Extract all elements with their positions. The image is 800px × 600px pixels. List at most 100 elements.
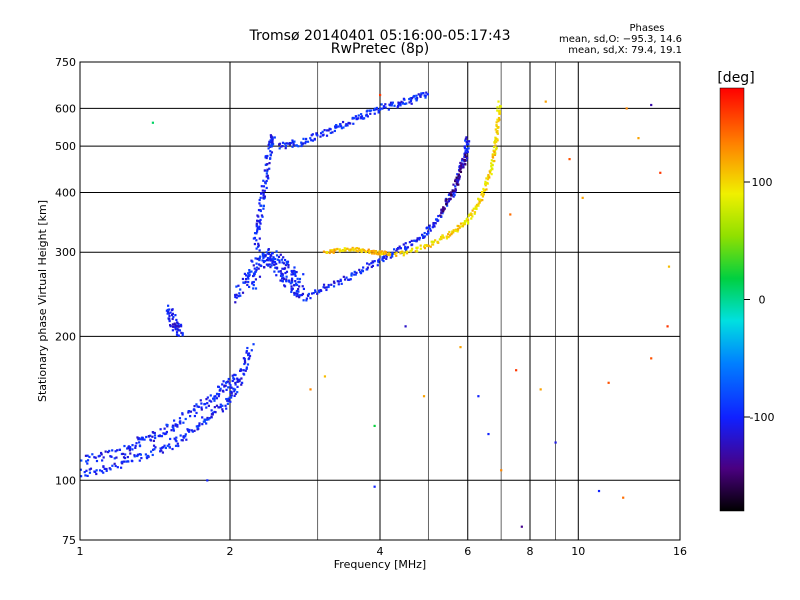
data-point (111, 464, 114, 467)
data-point (419, 244, 422, 247)
data-point (290, 287, 293, 290)
data-point (421, 234, 424, 238)
data-point (380, 103, 383, 106)
data-point (105, 467, 108, 471)
data-point (266, 257, 270, 260)
data-point (205, 418, 208, 421)
data-point (416, 250, 419, 253)
data-point (404, 249, 408, 252)
data-point (273, 260, 277, 264)
data-point (440, 211, 443, 215)
y-tick-label: 75 (62, 534, 76, 547)
data-point (248, 271, 251, 274)
data-point (395, 254, 398, 257)
data-point (411, 243, 414, 246)
data-point (253, 236, 257, 240)
data-point (284, 147, 287, 150)
data-point (363, 117, 366, 120)
data-point (352, 122, 355, 125)
data-point (325, 134, 329, 137)
data-point (434, 239, 437, 242)
data-point (399, 247, 403, 250)
data-point (178, 420, 181, 424)
data-point (463, 220, 466, 223)
data-point (127, 447, 130, 450)
data-point (454, 189, 457, 192)
data-point (353, 270, 356, 273)
data-point (393, 104, 396, 107)
data-point (402, 251, 405, 254)
data-point (387, 252, 390, 255)
data-point (415, 99, 418, 102)
data-point (340, 282, 343, 285)
data-point (442, 206, 445, 209)
data-point (218, 393, 221, 396)
data-point (245, 351, 248, 354)
data-point (410, 239, 413, 242)
colorbar-tick-label: 0 (759, 294, 766, 307)
data-point (401, 102, 404, 105)
data-point (195, 403, 198, 406)
data-point (449, 191, 453, 194)
data-point (269, 153, 272, 156)
data-point (493, 153, 497, 156)
data-point (345, 123, 348, 126)
data-point (228, 382, 231, 385)
data-point (282, 262, 286, 265)
data-point (520, 525, 523, 528)
data-point (80, 459, 83, 462)
data-point (221, 389, 225, 392)
data-point (255, 262, 258, 265)
data-point (163, 432, 167, 436)
data-point (245, 274, 248, 277)
data-point (212, 397, 215, 400)
data-point (269, 134, 272, 137)
data-point (214, 411, 217, 414)
data-point (270, 254, 273, 257)
data-point (88, 471, 92, 474)
data-point (477, 204, 480, 207)
data-point (177, 325, 180, 328)
data-point (395, 251, 398, 254)
data-point (283, 142, 287, 145)
data-point (149, 434, 152, 437)
data-point (258, 275, 262, 278)
data-point (539, 388, 542, 391)
data-point (264, 254, 267, 257)
data-point (385, 255, 388, 258)
data-point (149, 450, 153, 453)
data-point (221, 410, 225, 413)
data-point (416, 246, 419, 249)
data-point (262, 256, 265, 259)
data-point (264, 259, 267, 263)
data-point (164, 446, 167, 450)
data-point (168, 319, 171, 323)
data-point (417, 93, 420, 96)
data-point (180, 439, 183, 442)
data-point (231, 379, 234, 382)
data-point (313, 138, 316, 141)
data-point (464, 153, 467, 157)
data-point (179, 323, 183, 326)
data-point (193, 404, 196, 408)
data-point (388, 253, 392, 256)
data-point (288, 280, 291, 283)
data-point (403, 102, 406, 106)
data-point (494, 139, 497, 142)
data-point (282, 277, 285, 281)
data-point (467, 222, 470, 225)
data-point (171, 325, 175, 328)
data-point (234, 293, 237, 297)
data-point (280, 258, 284, 261)
data-point (107, 450, 110, 454)
data-point (294, 282, 298, 285)
data-point (419, 95, 422, 98)
data-point (242, 372, 245, 375)
data-point (293, 266, 296, 269)
data-point (464, 150, 467, 153)
data-point (495, 121, 498, 124)
data-point (373, 107, 377, 110)
data-point (466, 220, 470, 223)
data-point (418, 236, 421, 240)
data-point (637, 137, 640, 140)
